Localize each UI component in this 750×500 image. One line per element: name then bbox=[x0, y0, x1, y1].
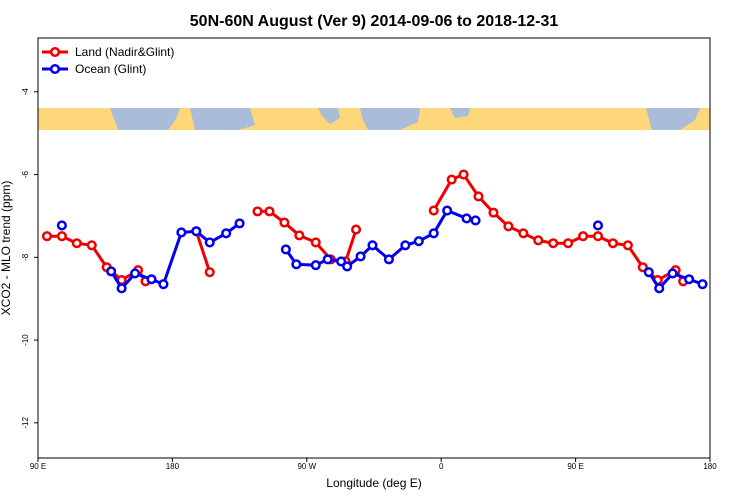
data-point bbox=[518, 228, 529, 239]
data-point bbox=[41, 231, 53, 242]
data-point bbox=[473, 191, 484, 202]
y-tick-label: -10 bbox=[21, 334, 30, 346]
data-point bbox=[548, 238, 559, 249]
data-point bbox=[146, 274, 157, 285]
data-point bbox=[351, 224, 362, 235]
data-point bbox=[578, 231, 589, 242]
data-point bbox=[563, 238, 574, 249]
x-tick-label: 90 E bbox=[30, 462, 46, 471]
data-point bbox=[592, 220, 604, 231]
data-point bbox=[130, 268, 141, 279]
plot-frame bbox=[37, 37, 711, 459]
legend-label: Ocean (Glint) bbox=[75, 62, 146, 76]
data-point bbox=[191, 226, 202, 237]
data-point bbox=[204, 267, 215, 278]
x-tick-label: 90 W bbox=[297, 462, 316, 471]
data-point bbox=[400, 240, 411, 251]
y-tick-label: -4 bbox=[21, 88, 30, 96]
data-point bbox=[367, 240, 378, 251]
data-point bbox=[322, 254, 333, 265]
data-point bbox=[470, 215, 481, 226]
data-point bbox=[279, 217, 290, 228]
data-point bbox=[56, 231, 67, 242]
data-point bbox=[607, 238, 618, 249]
data-point bbox=[654, 283, 665, 294]
data-point bbox=[592, 231, 604, 242]
data-point bbox=[383, 254, 394, 265]
data-point bbox=[56, 220, 67, 231]
data-point bbox=[428, 205, 439, 216]
data-point bbox=[158, 279, 169, 290]
data-point bbox=[336, 256, 347, 267]
data-point bbox=[204, 237, 215, 248]
data-point bbox=[622, 240, 633, 251]
data-point bbox=[342, 261, 353, 272]
data-point bbox=[458, 169, 469, 180]
data-point bbox=[291, 259, 302, 270]
data-point bbox=[106, 266, 117, 277]
x-axis-label: Longitude (deg E) bbox=[326, 476, 421, 490]
data-point bbox=[446, 174, 457, 185]
chart-title: 50N-60N August (Ver 9) 2014-09-06 to 201… bbox=[190, 13, 559, 30]
data-point bbox=[86, 240, 97, 251]
legend-marker bbox=[49, 63, 61, 75]
data-point bbox=[310, 260, 321, 271]
data-point bbox=[71, 238, 82, 249]
data-point bbox=[116, 283, 127, 294]
x-tick-label: 0 bbox=[439, 462, 444, 471]
data-point bbox=[428, 228, 439, 239]
data-point bbox=[503, 221, 514, 232]
data-point bbox=[355, 251, 366, 262]
data-point bbox=[533, 235, 544, 246]
data-point bbox=[697, 279, 708, 290]
map-strip bbox=[38, 108, 710, 130]
data-point bbox=[461, 213, 472, 224]
series-line bbox=[46, 173, 685, 283]
data-point bbox=[643, 267, 654, 278]
x-tick-label: 90 E bbox=[567, 462, 583, 471]
legend-label: Land (Nadir&Glint) bbox=[75, 45, 174, 59]
data-point bbox=[442, 205, 453, 216]
data-point bbox=[280, 244, 291, 255]
y-tick-label: -6 bbox=[21, 170, 30, 178]
data-point bbox=[488, 207, 499, 218]
x-tick-label: 180 bbox=[166, 462, 180, 471]
y-axis-label: XCO2 - MLO trend (ppm) bbox=[0, 181, 13, 316]
data-point bbox=[413, 236, 424, 247]
data-point bbox=[637, 262, 648, 273]
data-point bbox=[294, 230, 305, 241]
x-tick-label: 180 bbox=[703, 462, 717, 471]
data-point bbox=[667, 268, 678, 279]
data-point bbox=[252, 206, 263, 217]
y-tick-label: -8 bbox=[21, 253, 30, 261]
data-point bbox=[684, 274, 695, 285]
data-point bbox=[234, 218, 245, 229]
data-point bbox=[264, 206, 275, 217]
legend-marker bbox=[49, 46, 61, 58]
data-point bbox=[176, 227, 187, 238]
data-point bbox=[221, 228, 232, 239]
data-point bbox=[310, 237, 321, 248]
y-tick-label: -12 bbox=[21, 416, 30, 428]
